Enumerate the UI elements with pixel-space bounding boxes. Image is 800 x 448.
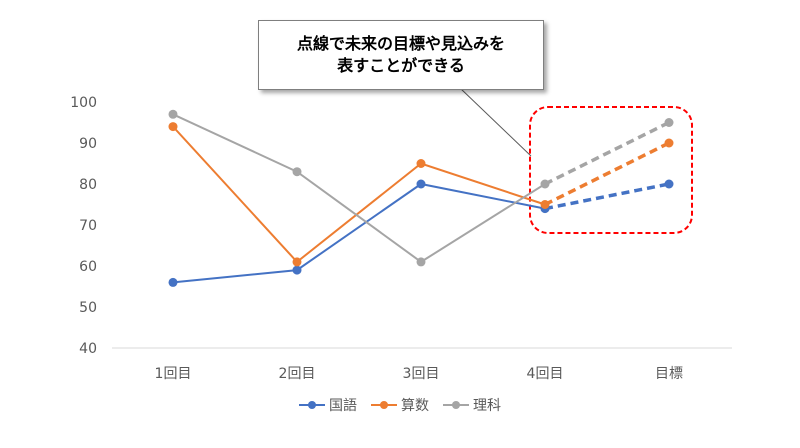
legend-item: 算数 — [371, 395, 429, 415]
x-tick-label: 目標 — [655, 366, 683, 382]
annotation-callout: 点線で未来の目標や見込みを 表すことができる — [258, 20, 544, 90]
y-tick-label: 90 — [79, 136, 97, 152]
series-line-理科 — [172, 113, 546, 264]
x-tick-label: 4回目 — [527, 366, 564, 382]
y-tick-label: 70 — [79, 218, 97, 234]
series-line-算数 — [172, 125, 546, 264]
data-point-理科 — [416, 257, 426, 267]
legend-marker-icon — [443, 401, 469, 409]
data-point-理科 — [664, 118, 674, 127]
data-point-算数 — [540, 200, 550, 209]
legend-item: 国語 — [299, 395, 357, 415]
y-tick-label: 100 — [70, 95, 97, 111]
legend-item: 理科 — [443, 395, 501, 415]
data-point-理科 — [540, 179, 550, 189]
legend-label: 理科 — [473, 398, 501, 414]
series-dashed-line-国語 — [544, 182, 670, 211]
legend-label: 国語 — [329, 398, 357, 414]
series-line-国語 — [172, 182, 546, 284]
x-tick-label: 2回目 — [279, 366, 316, 382]
y-tick-label: 60 — [79, 259, 97, 275]
y-tick-label: 80 — [79, 177, 97, 193]
data-point-国語 — [292, 265, 302, 275]
legend-marker-icon — [299, 401, 325, 409]
legend-marker-icon — [371, 401, 397, 409]
series-dashed-line-理科 — [544, 120, 670, 186]
data-point-国語 — [664, 179, 674, 189]
legend: 国語 算数 理科 — [0, 395, 800, 415]
data-point-国語 — [168, 277, 178, 287]
annotation-line-1: 点線で未来の目標や見込みを — [296, 34, 505, 53]
data-point-算数 — [292, 257, 302, 267]
data-point-理科 — [168, 109, 178, 119]
data-point-算数 — [416, 159, 426, 168]
y-tick-label: 50 — [79, 300, 97, 316]
data-point-算数 — [664, 138, 674, 148]
annotation-line-2: 表すことができる — [337, 56, 465, 75]
y-tick-label: 40 — [79, 341, 97, 357]
data-point-算数 — [168, 122, 178, 132]
x-tick-label: 1回目 — [155, 366, 192, 382]
callout-leader-line — [459, 87, 532, 157]
data-point-理科 — [292, 167, 302, 177]
data-point-国語 — [416, 179, 426, 189]
series-dashed-line-算数 — [544, 141, 670, 207]
legend-label: 算数 — [401, 398, 429, 414]
x-tick-label: 3回目 — [403, 366, 440, 382]
